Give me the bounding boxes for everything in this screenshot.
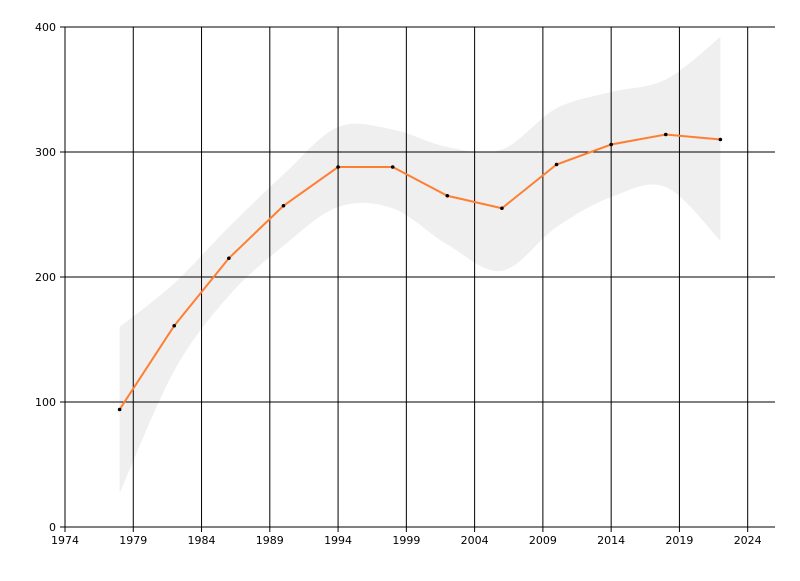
series-points-layer xyxy=(117,132,723,412)
x-tick-label: 1974 xyxy=(51,534,79,547)
data-point xyxy=(172,323,177,328)
y-tick-label: 300 xyxy=(35,146,56,159)
data-point xyxy=(117,407,122,412)
x-tick-label: 1994 xyxy=(324,534,352,547)
axes-layer: 1974 1979 1984 1989 1994 1999 2004 2009 2014 2019… xyxy=(35,21,775,547)
data-point xyxy=(390,165,395,169)
series-line-layer xyxy=(118,133,721,411)
x-tick-label: 2004 xyxy=(461,534,489,547)
data-point xyxy=(336,165,340,169)
x-tick-label: 2024 xyxy=(734,534,762,547)
x-tick-label: 1979 xyxy=(119,534,147,547)
data-point xyxy=(500,206,504,211)
y-tick-label: 200 xyxy=(35,271,56,284)
data-point xyxy=(445,193,450,198)
confidence-band xyxy=(119,37,721,494)
x-tick-label: 2009 xyxy=(529,534,557,547)
y-tick-label: 400 xyxy=(35,21,56,34)
x-tick-label: 2014 xyxy=(597,534,625,547)
data-point xyxy=(718,137,723,142)
data-point xyxy=(227,256,231,261)
confidence-band-layer xyxy=(119,37,721,494)
data-point xyxy=(663,132,668,137)
series-line xyxy=(118,133,721,411)
y-tick-label: 100 xyxy=(35,396,56,409)
y-tick-label: 0 xyxy=(49,521,56,534)
x-tick-label: 1989 xyxy=(256,534,284,547)
data-point xyxy=(609,142,613,147)
grid-layer xyxy=(65,26,775,527)
x-tick-label: 2019 xyxy=(665,534,693,547)
data-point xyxy=(281,203,286,208)
x-tick-label: 1984 xyxy=(188,534,216,547)
data-point xyxy=(554,162,559,167)
x-tick-label: 1999 xyxy=(392,534,420,547)
